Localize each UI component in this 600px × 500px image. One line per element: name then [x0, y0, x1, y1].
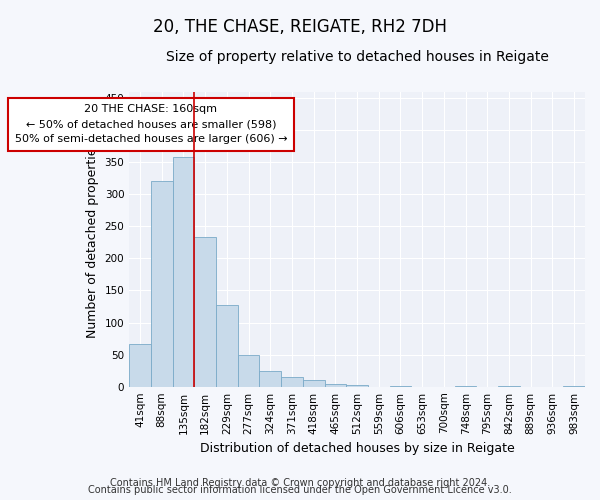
Text: Contains HM Land Registry data © Crown copyright and database right 2024.: Contains HM Land Registry data © Crown c… — [110, 478, 490, 488]
Y-axis label: Number of detached properties: Number of detached properties — [86, 140, 99, 338]
Title: Size of property relative to detached houses in Reigate: Size of property relative to detached ho… — [166, 50, 548, 64]
Bar — [194, 237, 216, 386]
Bar — [129, 344, 151, 386]
Bar — [259, 370, 281, 386]
Bar — [151, 182, 173, 386]
X-axis label: Distribution of detached houses by size in Reigate: Distribution of detached houses by size … — [200, 442, 514, 455]
Bar — [216, 305, 238, 386]
Bar — [325, 384, 346, 386]
Bar — [173, 157, 194, 386]
Text: 20 THE CHASE: 160sqm
← 50% of detached houses are smaller (598)
50% of semi-deta: 20 THE CHASE: 160sqm ← 50% of detached h… — [14, 104, 287, 144]
Text: Contains public sector information licensed under the Open Government Licence v3: Contains public sector information licen… — [88, 485, 512, 495]
Bar — [238, 355, 259, 386]
Text: 20, THE CHASE, REIGATE, RH2 7DH: 20, THE CHASE, REIGATE, RH2 7DH — [153, 18, 447, 36]
Bar — [281, 377, 303, 386]
Bar — [303, 380, 325, 386]
